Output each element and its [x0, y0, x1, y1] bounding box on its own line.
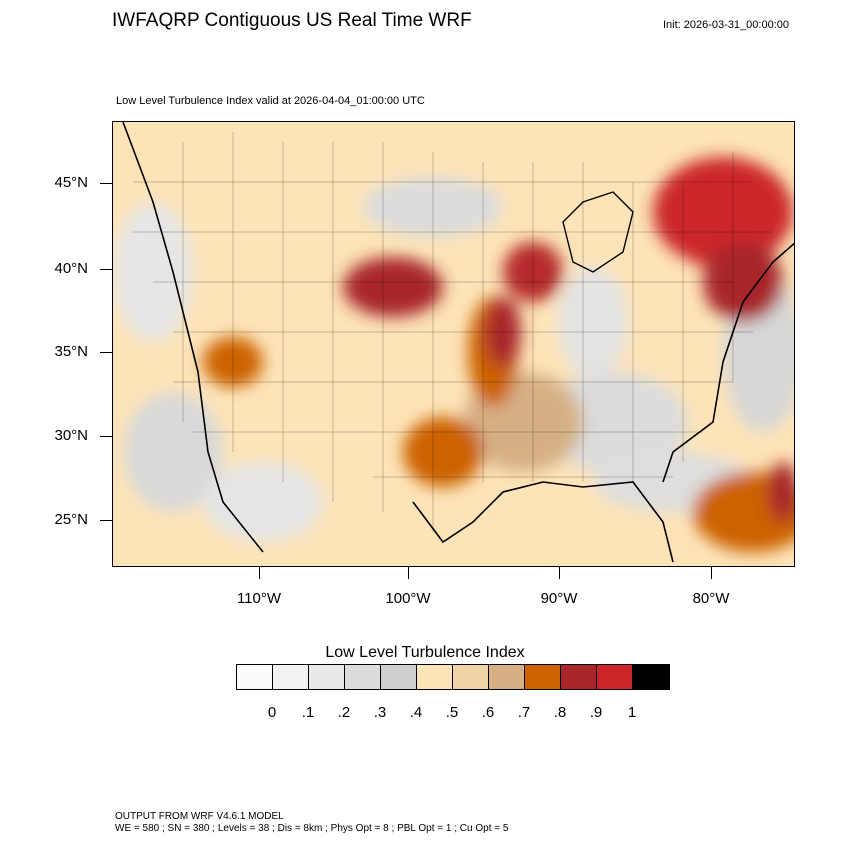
colorbar-cell: [633, 665, 669, 689]
colorbar-label: .5: [445, 704, 459, 721]
colorbar-label: .3: [373, 704, 387, 721]
colorbar-cell: [309, 665, 345, 689]
lon-tick: [259, 567, 260, 579]
init-time: Init: 2026-03-31_00:00:00: [663, 19, 789, 31]
lat-label-35: 35°N: [54, 343, 88, 360]
lon-tick: [711, 567, 712, 579]
colorbar-label: .7: [517, 704, 531, 721]
lon-label-100: 100°W: [385, 590, 431, 607]
colorbar-cell: [381, 665, 417, 689]
lat-label-25: 25°N: [54, 511, 88, 528]
lat-tick: [100, 520, 112, 521]
colorbar-label: .4: [409, 704, 423, 721]
colorbar-cell: [417, 665, 453, 689]
lon-label-90: 90°W: [540, 590, 578, 607]
colorbar-cell: [273, 665, 309, 689]
colorbar-label: .8: [553, 704, 567, 721]
lat-label-45: 45°N: [54, 174, 88, 191]
lat-label-40: 40°N: [54, 260, 88, 277]
colorbar: [236, 664, 670, 690]
colorbar-label: .2: [337, 704, 351, 721]
lat-tick: [100, 183, 112, 184]
lon-tick: [408, 567, 409, 579]
lat-tick: [100, 269, 112, 270]
footer-model: OUTPUT FROM WRF V4.6.1 MODEL: [115, 811, 284, 822]
colorbar-label: .6: [481, 704, 495, 721]
colorbar-label: .9: [589, 704, 603, 721]
colorbar-cell: [561, 665, 597, 689]
lat-tick: [100, 352, 112, 353]
page-title: IWFAQRP Contiguous US Real Time WRF: [112, 10, 472, 31]
colorbar-cell: [237, 665, 273, 689]
map-subtitle: Low Level Turbulence Index valid at 2026…: [116, 95, 425, 107]
footer-params: WE = 580 ; SN = 380 ; Levels = 38 ; Dis …: [115, 823, 509, 834]
map-field: [113, 122, 794, 566]
colorbar-label: 0: [267, 704, 277, 721]
colorbar-label: .1: [301, 704, 315, 721]
turbulence-map: [112, 121, 795, 567]
great-lakes: [562, 191, 634, 273]
lat-label-30: 30°N: [54, 427, 88, 444]
colorbar-cell: [345, 665, 381, 689]
legend-title: Low Level Turbulence Index: [325, 644, 525, 661]
lon-label-80: 80°W: [692, 590, 730, 607]
lon-tick: [559, 567, 560, 579]
lat-tick: [100, 436, 112, 437]
colorbar-label: 1: [627, 704, 637, 721]
colorbar-cell: [597, 665, 633, 689]
lon-label-110: 110°W: [236, 590, 282, 607]
colorbar-cell: [489, 665, 525, 689]
coastline: [122, 122, 794, 563]
county-boundaries: [133, 132, 773, 532]
colorbar-cell: [453, 665, 489, 689]
colorbar-cell: [525, 665, 561, 689]
